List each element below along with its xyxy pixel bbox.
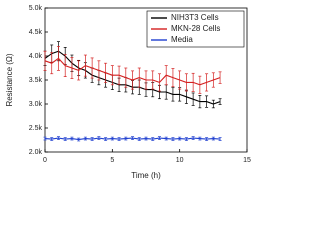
x-tick-label: 5 xyxy=(110,157,114,164)
y-tick-label: 2.0k xyxy=(29,149,43,156)
x-axis-label: Time (h) xyxy=(131,171,161,180)
legend-label: NIH3T3 Cells xyxy=(171,13,219,22)
y-tick-label: 3.0k xyxy=(29,101,43,108)
y-tick-label: 4.5k xyxy=(29,29,43,36)
y-tick-label: 5.0k xyxy=(29,5,43,12)
chart: Time (h) Resistance (Ω) 2.0k 2.5k 3.0k 3.5k… xyxy=(5,5,251,180)
y-tick-label: 2.5k xyxy=(29,125,43,132)
x-tick-label: 15 xyxy=(243,157,251,164)
legend-label: MKN-28 Cells xyxy=(171,24,220,33)
y-axis-label: Resistance (Ω) xyxy=(5,53,14,106)
series-line xyxy=(44,57,221,86)
x-tick-label: 0 xyxy=(43,157,47,164)
series-line xyxy=(44,137,221,141)
y-tick-label: 3.5k xyxy=(29,77,43,84)
y-tick-label: 4.0k xyxy=(29,53,43,60)
legend-label: Media xyxy=(171,35,193,44)
x-tick-label: 10 xyxy=(176,157,184,164)
